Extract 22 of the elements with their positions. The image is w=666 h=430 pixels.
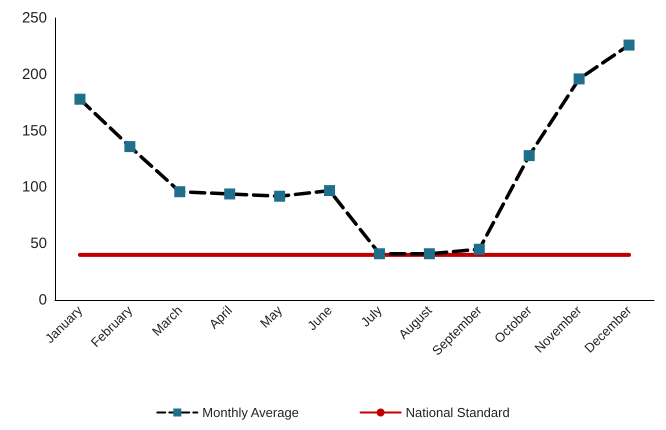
y-tick-label: 250 <box>22 10 47 26</box>
point <box>524 150 535 162</box>
point <box>274 190 286 202</box>
point <box>474 244 485 255</box>
point <box>124 141 136 152</box>
y-tick-label: 0 <box>38 292 47 308</box>
point <box>624 40 635 51</box>
x-tick-label: May <box>256 302 286 331</box>
legend-label: Monthly Average <box>202 405 299 420</box>
point <box>424 248 435 260</box>
point <box>324 185 336 196</box>
point <box>574 73 585 84</box>
x-tick-label: July <box>358 302 386 330</box>
y-tick-label: 200 <box>22 66 47 83</box>
point <box>224 188 236 200</box>
point <box>374 248 385 260</box>
point <box>74 94 86 105</box>
y-tick-label: 150 <box>22 122 47 140</box>
y-tick-label: 100 <box>22 178 47 196</box>
y-tick-label: 50 <box>30 235 47 252</box>
legend-label: National Standard <box>406 405 510 420</box>
point <box>174 186 186 198</box>
